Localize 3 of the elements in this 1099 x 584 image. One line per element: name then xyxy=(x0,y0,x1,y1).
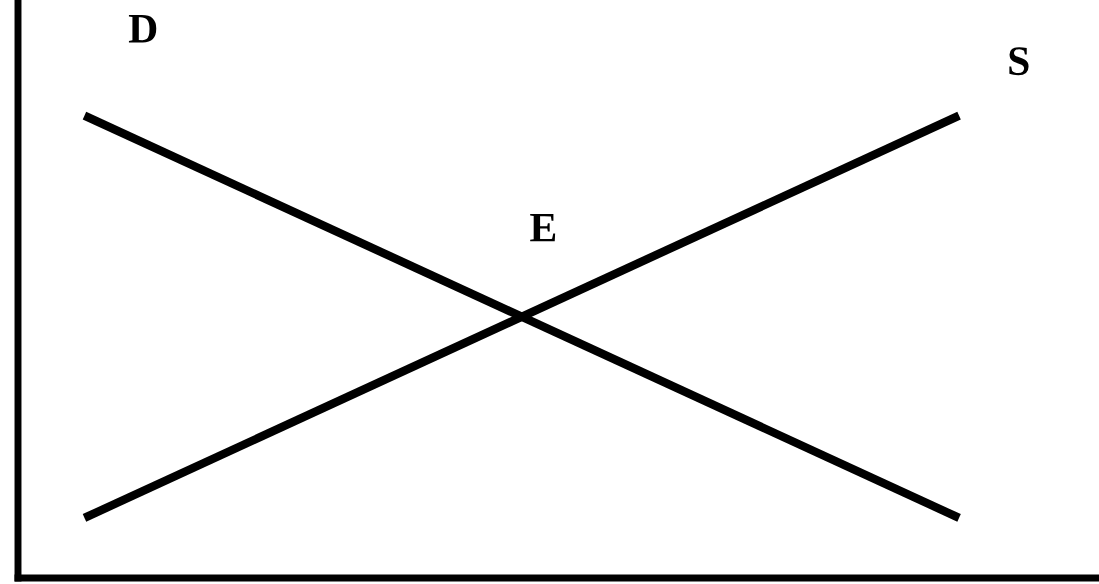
text: D xyxy=(128,15,157,43)
annotation: E xyxy=(530,213,556,242)
series-label: S xyxy=(1009,47,1029,76)
